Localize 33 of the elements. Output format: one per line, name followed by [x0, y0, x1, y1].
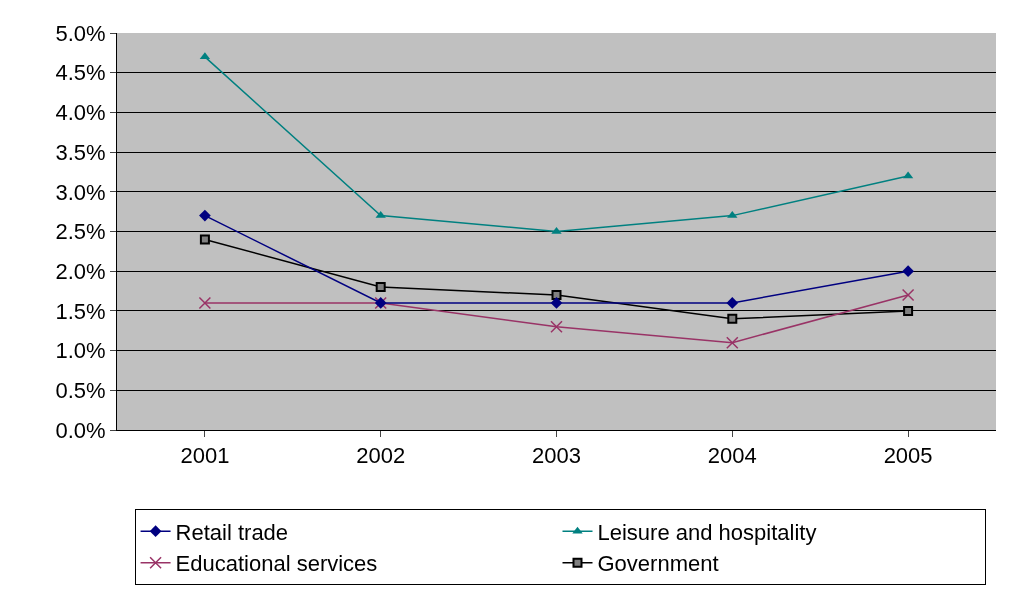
point [550, 297, 563, 309]
point [902, 265, 914, 278]
y-tick-label: 4.5% [55, 60, 106, 86]
legend-label: Leisure and hospitality [597, 519, 817, 545]
y-tick-label: 3.5% [55, 139, 106, 165]
y-tick-label: 1.5% [55, 298, 106, 324]
x-tick-label: 2002 [356, 443, 406, 469]
y-tick-label: 2.0% [55, 258, 106, 284]
y-tick-label: 4.0% [55, 100, 106, 126]
x-tick-label: 2003 [532, 443, 581, 469]
point [726, 297, 739, 309]
y-tick-label: 1.0% [55, 338, 106, 364]
y-tick-label: 0.0% [55, 417, 106, 443]
point [199, 209, 211, 222]
y-tick-label: 2.5% [55, 219, 106, 245]
point [727, 313, 738, 324]
y-tick-label: 0.5% [55, 378, 106, 403]
y-tick-label: 5.0% [55, 20, 106, 46]
x-tick-label: 2005 [883, 443, 933, 469]
point [726, 336, 739, 349]
point [199, 234, 210, 245]
legend-label: Retail trade [175, 519, 289, 545]
x-tick-label: 2001 [180, 443, 230, 469]
legend-label: Educational services [175, 551, 378, 577]
x-tick-label: 2004 [707, 443, 757, 469]
point [375, 282, 386, 293]
point [903, 305, 914, 316]
point [551, 290, 562, 301]
y-tick-label: 3.0% [55, 179, 106, 205]
point [901, 288, 915, 302]
point [198, 296, 212, 310]
point [550, 320, 563, 334]
legend-label: Government [597, 551, 719, 577]
